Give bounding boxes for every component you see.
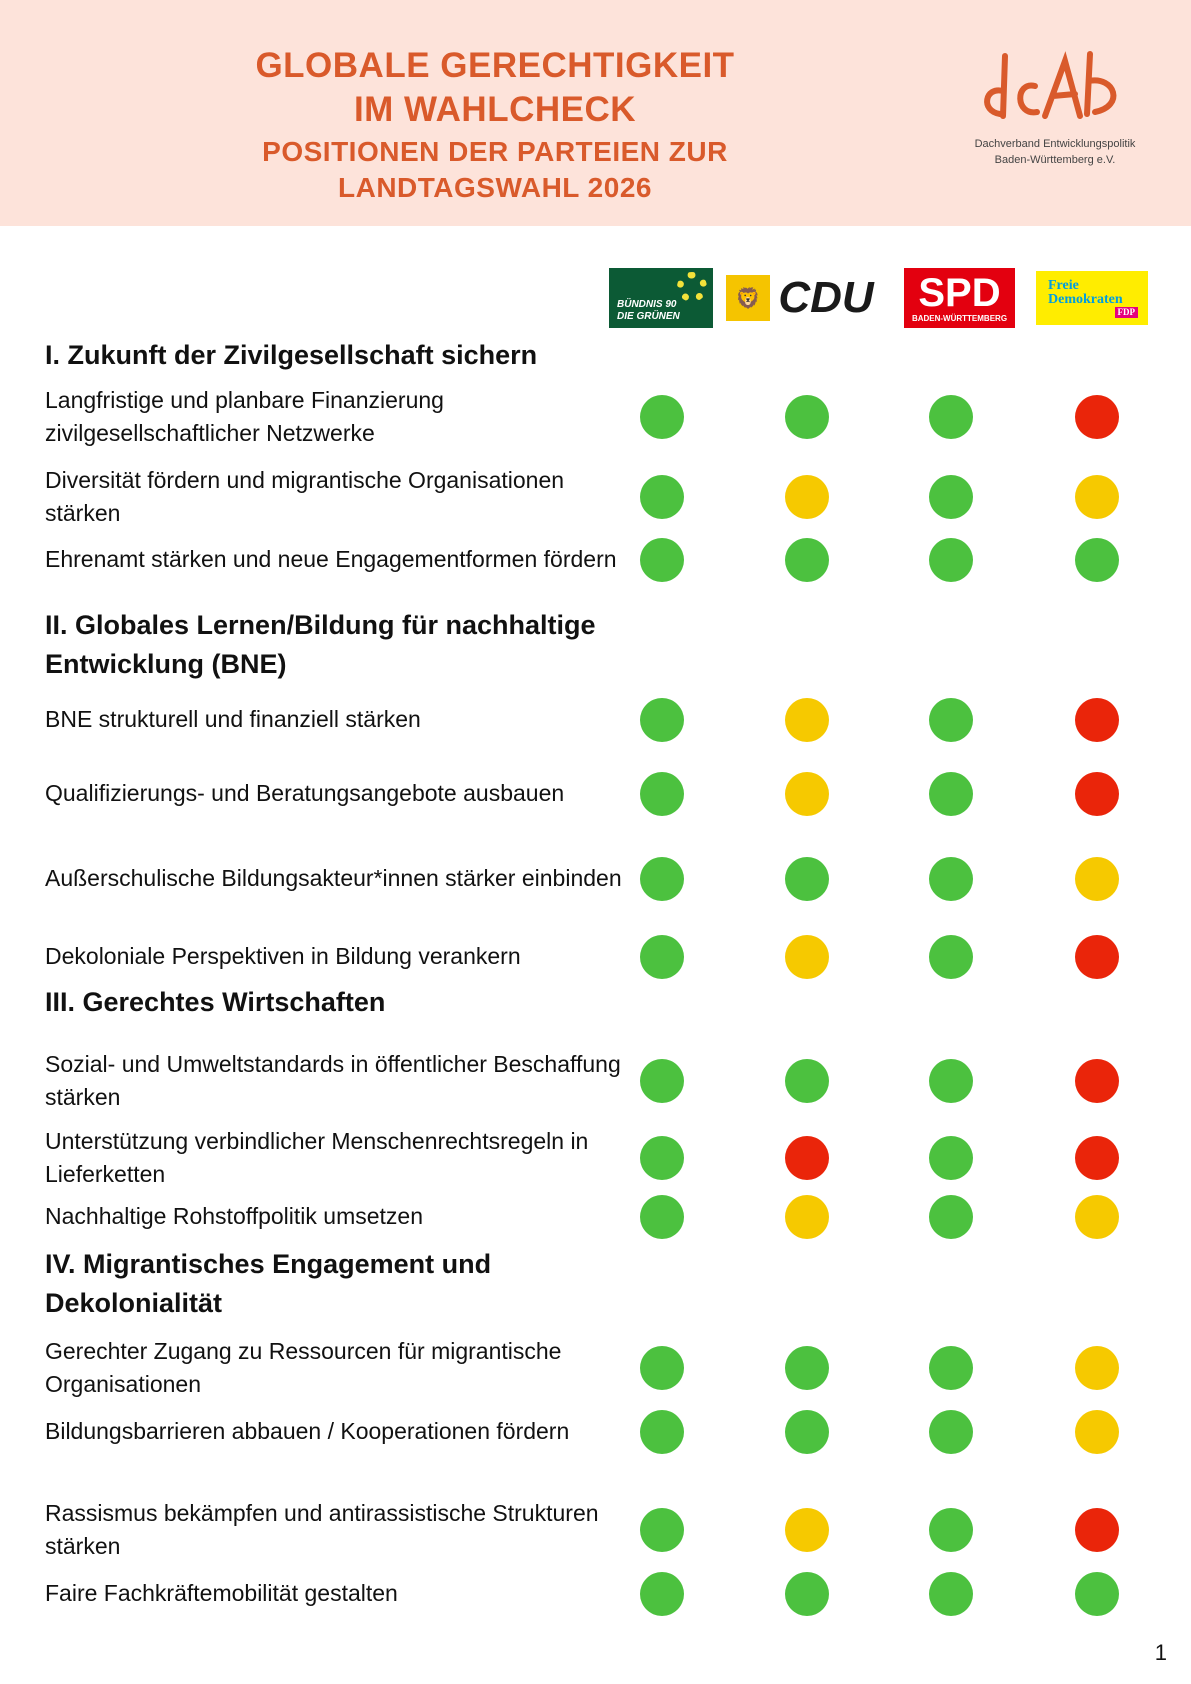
criterion-label: Sozial- und Umweltstandards in öffentlic…	[45, 1051, 621, 1110]
rating-dot-green	[640, 856, 684, 901]
subtitle-line-2: LANDTAGSWAHL 2026	[338, 172, 652, 203]
title-line-2: IM WAHLCHECK	[353, 90, 637, 129]
rating-dot-red	[1075, 1508, 1119, 1552]
party-logo-gruene: BÜNDNIS 90 DIE GRÜNEN	[609, 268, 713, 328]
rating-dot-yellow	[785, 771, 829, 816]
rating-dot-green	[640, 1571, 684, 1616]
rating-dot-green	[1075, 1571, 1119, 1616]
org-name-line-2: Baden-Württemberg e.V.	[994, 154, 1116, 166]
rating-dot-green	[785, 1409, 829, 1454]
bw-coat-of-arms-icon: 🦁	[726, 275, 771, 321]
rating-dot-yellow	[1075, 1346, 1119, 1390]
rating-dot-green	[929, 1409, 973, 1454]
rating-dot-green	[640, 395, 684, 439]
rating-dot-green	[929, 697, 973, 742]
criterion-label: Unterstützung verbindlicher Menschenrech…	[45, 1128, 589, 1187]
rating-dot-green	[929, 934, 973, 979]
rating-dot-green	[640, 1508, 684, 1552]
rating-dot-green	[929, 537, 973, 582]
gruene-line-2: DIE GRÜNEN	[617, 311, 680, 322]
criterion-label: Gerechter Zugang zu Ressourcen für migra…	[45, 1338, 562, 1397]
title-line-1: GLOBALE GERECHTIGKEIT	[255, 46, 735, 85]
section-heading: IV. Migrantisches Engagement und Dekolon…	[45, 1249, 492, 1318]
spd-region: BADEN-WÜRTTEMBERG	[911, 314, 1008, 323]
criterion-label: Außerschulische Bildungsakteur*innen stä…	[45, 865, 622, 891]
criterion-label: Qualifizierungs- und Beratungsangebote a…	[45, 780, 565, 806]
rating-dot-green	[929, 1508, 973, 1552]
rating-dot-green	[640, 1346, 684, 1390]
criterion-label: BNE strukturell und finanziell stärken	[45, 706, 421, 732]
rating-dot-yellow	[785, 934, 829, 979]
gruene-line-1: BÜNDNIS 90	[617, 299, 677, 310]
rating-dot-yellow	[1075, 1194, 1119, 1239]
rating-dot-green	[785, 856, 829, 901]
rating-dot-green	[640, 1409, 684, 1454]
rating-dot-green	[929, 475, 973, 519]
rating-dot-green	[929, 1194, 973, 1239]
spd-wordmark: SPD	[918, 271, 1001, 315]
section-heading: I. Zukunft der Zivilgesellschaft sichern	[45, 340, 538, 370]
rating-dot-green	[929, 1059, 973, 1103]
rating-dot-green	[640, 697, 684, 742]
rating-dot-green	[929, 1571, 973, 1616]
party-logo-fdp: Freie Demokraten FDP	[1036, 271, 1148, 325]
header-banner: GLOBALE GERECHTIGKEIT IM WAHLCHECK POSIT…	[0, 0, 1191, 226]
rating-dot-green	[929, 771, 973, 816]
criterion-label: Ehrenamt stärken und neue Engagementform…	[45, 546, 617, 572]
page-number: 1	[1154, 1640, 1167, 1665]
criterion-label: Langfristige und planbare Finanzierung z…	[45, 387, 444, 446]
rating-dot-red	[1075, 395, 1119, 439]
fdp-badge: FDP	[1114, 306, 1138, 318]
party-logo-spd: SPD BADEN-WÜRTTEMBERG	[904, 268, 1015, 328]
rating-dot-green	[785, 1571, 829, 1616]
rating-dot-red	[1075, 1136, 1119, 1180]
cdu-wordmark: CDU	[778, 273, 874, 322]
rating-dot-green	[785, 1059, 829, 1103]
party-logo-cdu: 🦁 CDU	[718, 268, 882, 328]
criterion-label: Diversität fördern und migrantische Orga…	[45, 467, 565, 526]
rating-dot-green	[785, 395, 829, 439]
rating-dot-green	[640, 537, 684, 582]
rating-dot-yellow	[1075, 856, 1119, 901]
rating-dot-green	[785, 1346, 829, 1390]
rating-dot-green	[640, 934, 684, 979]
rating-dot-yellow	[1075, 1409, 1119, 1454]
rating-dot-red	[1075, 934, 1119, 979]
rating-dot-green	[785, 537, 829, 582]
rating-dot-yellow	[785, 475, 829, 519]
rating-dot-red	[1075, 771, 1119, 816]
rating-dot-green	[929, 1136, 973, 1180]
criterion-label: Nachhaltige Rohstoffpolitik umsetzen	[45, 1203, 424, 1229]
rating-dot-green	[640, 1136, 684, 1180]
rating-dot-green	[929, 856, 973, 901]
rating-dot-red	[785, 1136, 829, 1180]
rating-dot-red	[1075, 1059, 1119, 1103]
rating-dot-green	[640, 475, 684, 519]
section-heading: III. Gerechtes Wirtschaften	[45, 987, 386, 1017]
rating-dot-green	[640, 771, 684, 816]
rating-dot-yellow	[785, 1194, 829, 1239]
rating-dot-green	[929, 395, 973, 439]
dead-logo-icon	[984, 51, 1117, 119]
rating-dot-green	[1075, 537, 1119, 582]
sunflower-icon	[677, 272, 707, 302]
rating-dot-green	[929, 1346, 973, 1390]
fdp-line-2: Demokraten	[1048, 291, 1123, 307]
criterion-label: Bildungsbarrieren abbauen / Kooperatione…	[45, 1418, 570, 1444]
section-heading: II. Globales Lernen/Bildung für nachhalt…	[45, 610, 596, 679]
criterion-label: Rassismus bekämpfen und antirassistische…	[45, 1500, 599, 1559]
rating-dot-yellow	[785, 1508, 829, 1552]
org-name-line-1: Dachverband Entwicklungspolitik	[974, 138, 1136, 150]
rating-dot-yellow	[1075, 475, 1119, 519]
rating-dot-red	[1075, 697, 1119, 742]
criterion-label: Dekoloniale Perspektiven in Bildung vera…	[45, 943, 521, 969]
subtitle-line-1: POSITIONEN DER PARTEIEN ZUR	[262, 136, 728, 167]
rating-dot-yellow	[785, 697, 829, 742]
criterion-label: Faire Fachkräftemobilität gestalten	[45, 1580, 398, 1606]
rating-dot-green	[640, 1059, 684, 1103]
fdp-line-1: Freie	[1048, 277, 1079, 293]
rating-dot-green	[640, 1194, 684, 1239]
